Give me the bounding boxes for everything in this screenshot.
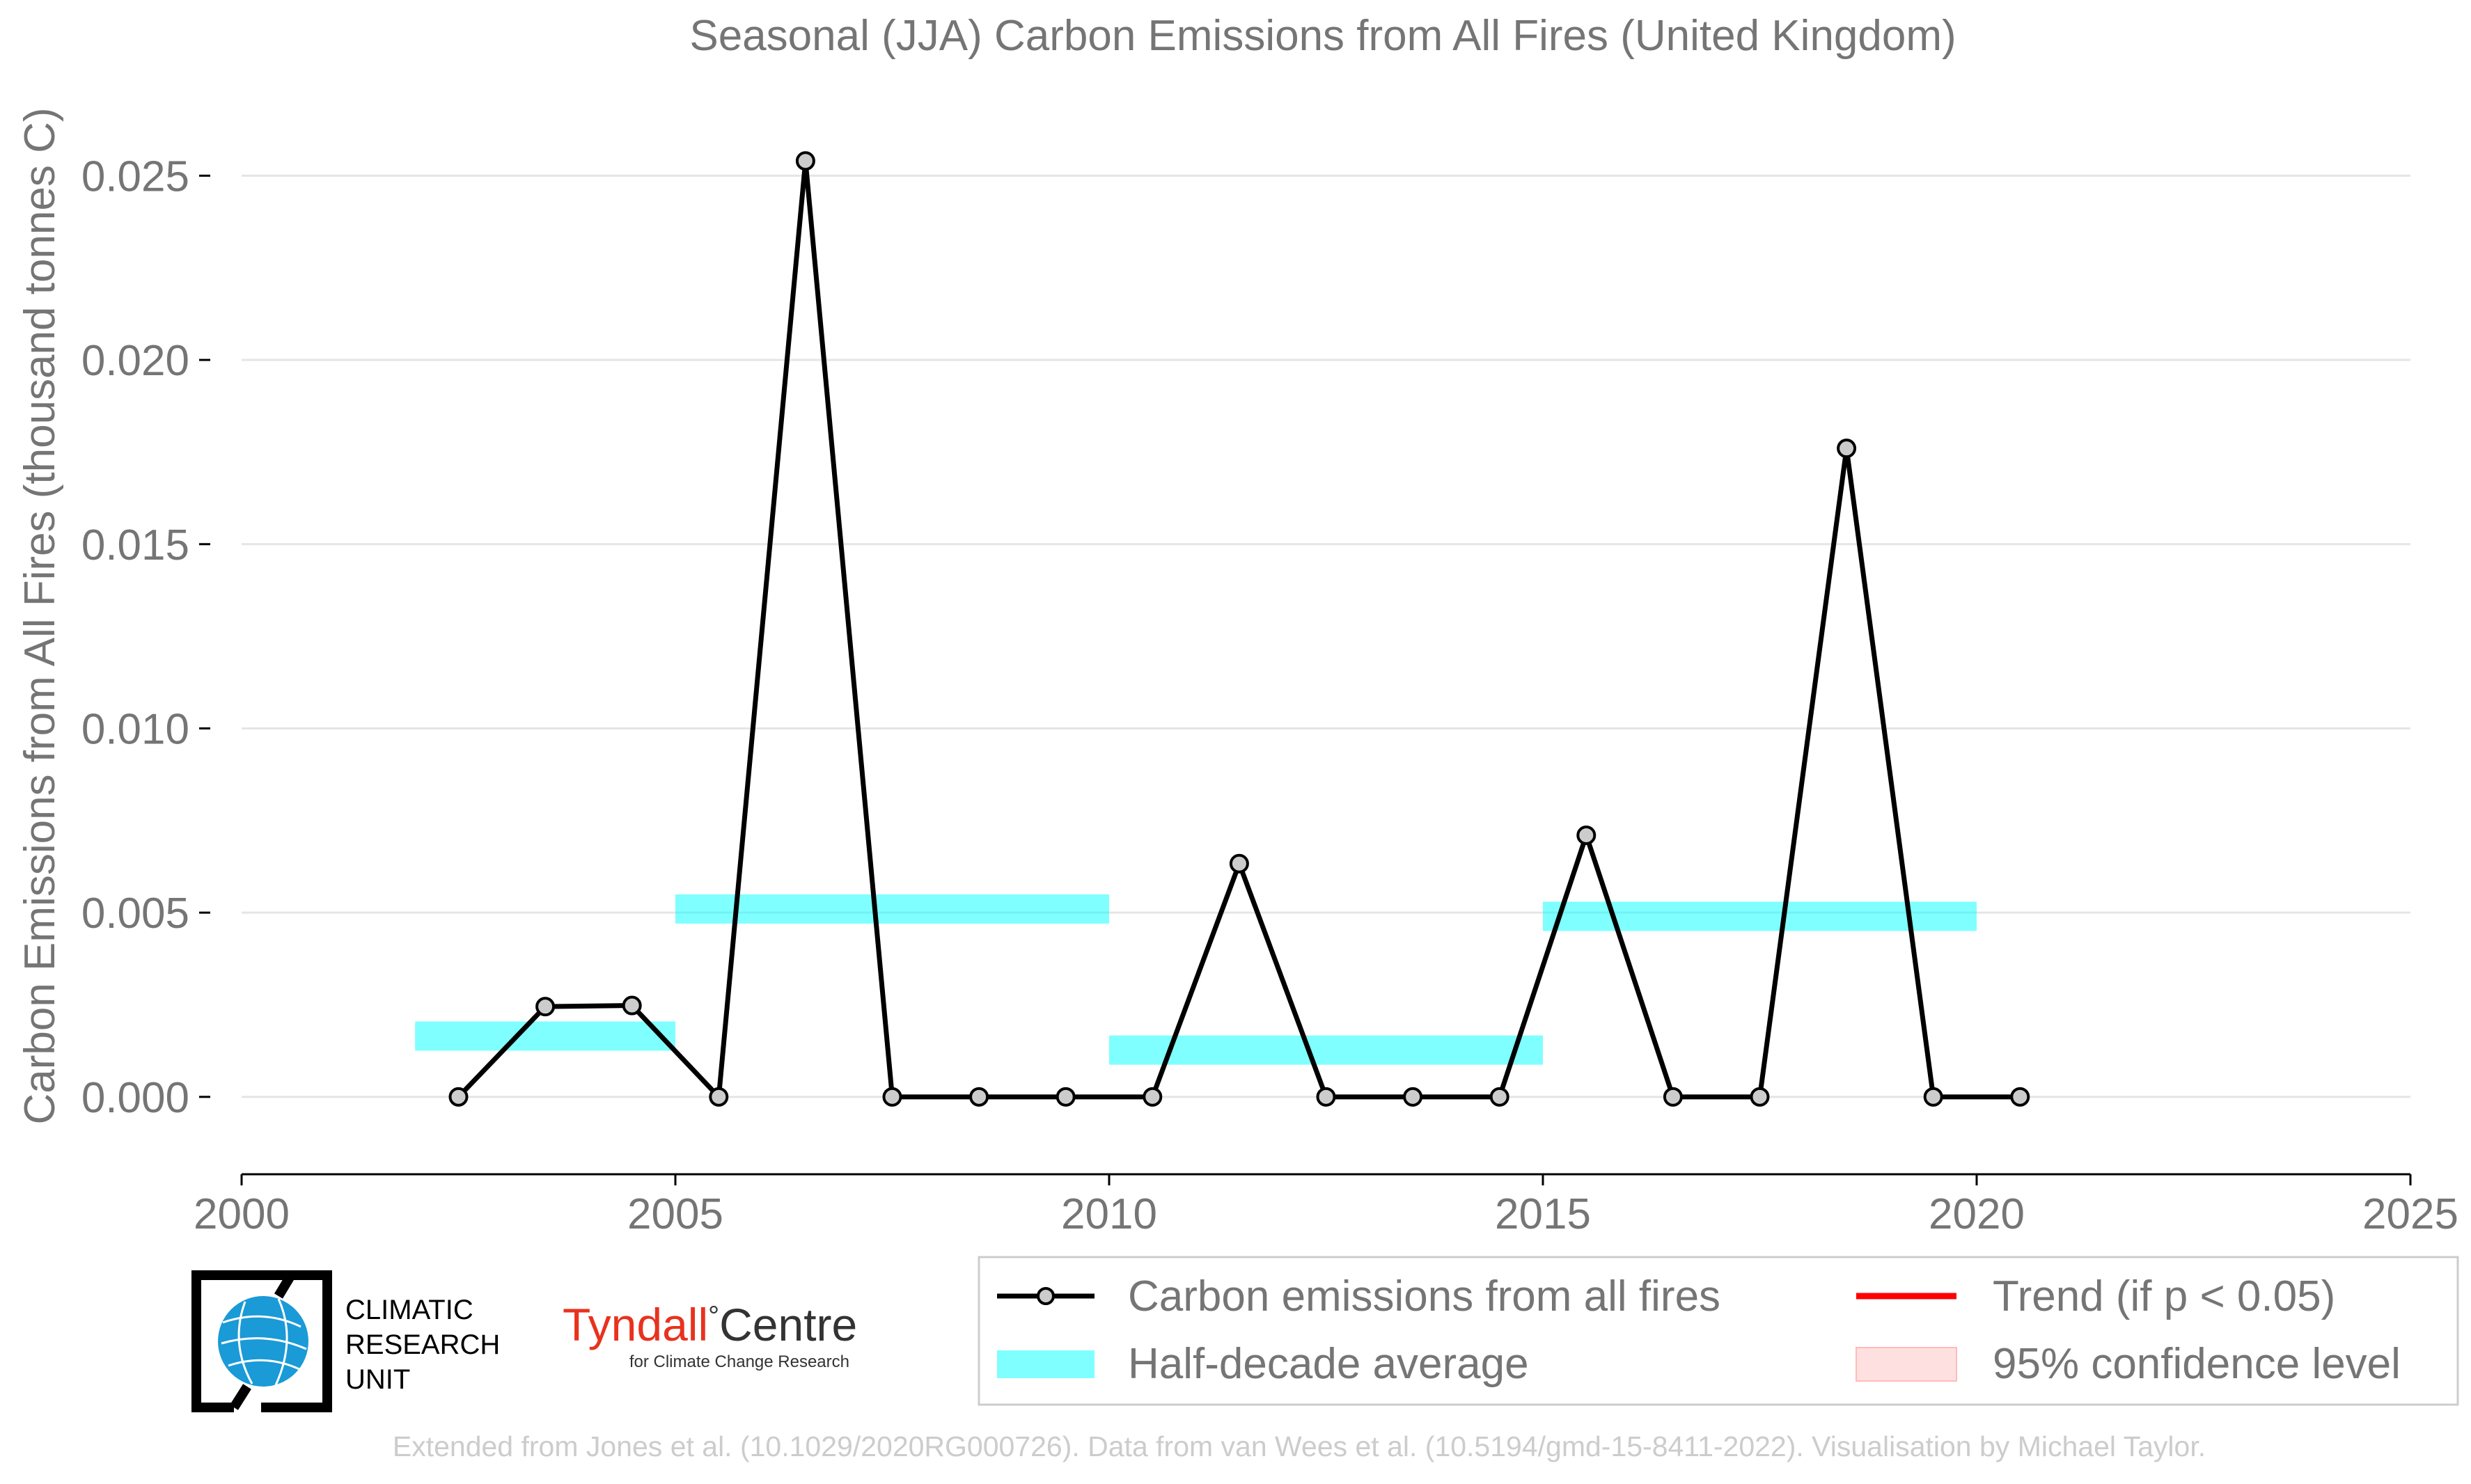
cru-line-3: UNIT [345,1364,410,1395]
data-point [1056,1087,1076,1107]
data-point [709,1087,729,1107]
x-tick-label: 2010 [1061,1190,1157,1238]
y-tick-label: 0.025 [81,152,189,200]
legend-swatch-half-decade [997,1350,1095,1378]
y-ticks: 0.000 0.005 0.010 0.015 0.020 0.025 [81,152,210,1122]
data-point [1489,1087,1509,1107]
data-point [535,997,556,1017]
legend: Carbon emissions from all fires Trend (i… [978,1256,2459,1406]
legend-label-confidence: 95% confidence level [1993,1340,2401,1388]
half-decade-bar [1109,1035,1543,1065]
y-tick-label: 0.020 [81,337,189,385]
tyndall-name: Tyndall [563,1299,708,1350]
half-decade-bar [415,1021,675,1051]
cru-line-2: RESEARCH [345,1329,500,1360]
tyndall-subtitle: for Climate Change Research [629,1352,849,1371]
x-ticks: 2000 2005 2010 2015 2020 2025 [194,1173,2458,1238]
data-point [1403,1087,1423,1107]
y-tick-label: 0.005 [81,890,189,938]
data-point [448,1087,469,1107]
footer-credit: Extended from Jones et al. (10.1029/2020… [393,1430,2206,1462]
x-tick-label: 2015 [1495,1190,1591,1238]
data-point [882,1087,902,1107]
tyndall-centre: Centre [719,1299,857,1350]
data-point [1143,1087,1163,1107]
tyndall-degree: ° [708,1301,719,1332]
legend-swatch-confidence [1856,1347,1957,1382]
data-point [1750,1087,1770,1107]
legend-swatch-emissions [997,1287,1095,1305]
data-point [622,995,642,1016]
series-layer [448,151,2030,1107]
half-decade-bar [675,894,1109,924]
data-point [1576,825,1597,845]
legend-label-emissions: Carbon emissions from all fires [1128,1272,1720,1320]
globe-icon [218,1296,308,1387]
series-line [456,160,2021,1103]
data-point [2010,1087,2030,1107]
x-tick-label: 2005 [627,1190,723,1238]
tyndall-logo: Tyndall°Centre for Climate Change Resear… [563,1299,857,1371]
data-point [795,151,815,171]
x-tick-label: 2020 [1929,1190,2025,1238]
y-tick-label: 0.015 [81,521,189,569]
data-point [1316,1087,1336,1107]
cru-logo: CLIMATIC RESEARCH UNIT [191,1270,500,1412]
x-tick-label: 2025 [2362,1190,2458,1238]
svg-text:Tyndall°Centre: Tyndall°Centre [563,1299,857,1350]
x-tick-label: 2000 [194,1190,290,1238]
legend-box [978,1256,2459,1406]
data-point [969,1087,989,1107]
legend-label-half-decade: Half-decade average [1128,1340,1529,1388]
legend-label-trend: Trend (if p < 0.05) [1993,1272,2335,1320]
y-tick-label: 0.010 [81,705,189,753]
y-axis-label: Carbon Emissions from All Fires (thousan… [16,107,64,1124]
data-point [1923,1087,1943,1107]
data-point [1229,853,1249,874]
data-point [1663,1087,1683,1107]
data-point [1837,439,1857,459]
cru-line-1: CLIMATIC [345,1295,473,1325]
chart-title: Seasonal (JJA) Carbon Emissions from All… [689,12,1956,60]
gridlines [242,174,2410,1098]
y-tick-label: 0.000 [81,1074,189,1122]
